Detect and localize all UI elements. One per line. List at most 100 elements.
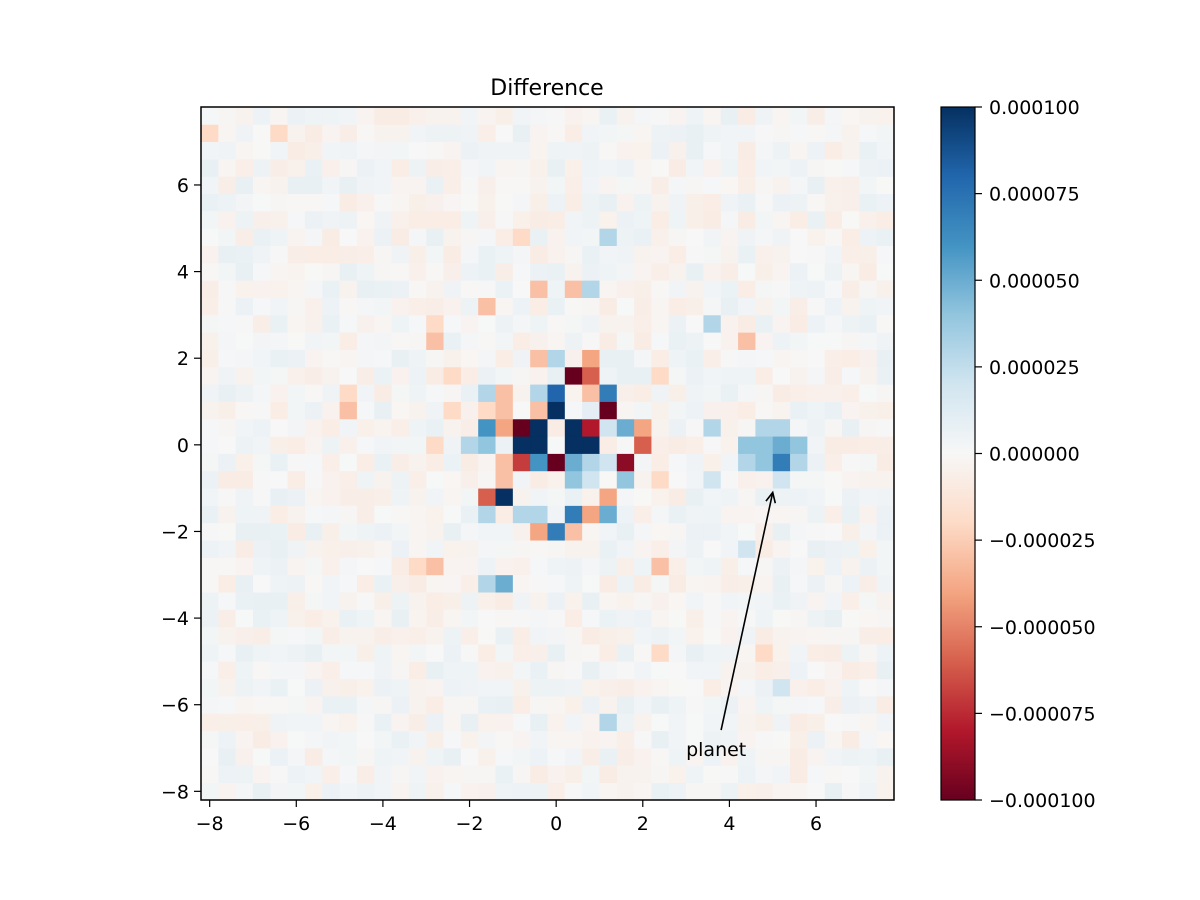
- heatmap-cell: [755, 366, 774, 385]
- heatmap-cell: [686, 626, 704, 645]
- heatmap-cell: [807, 366, 826, 385]
- heatmap-cell: [755, 436, 774, 454]
- heatmap-cell: [755, 470, 774, 489]
- heatmap-cell: [495, 158, 514, 177]
- heatmap-cell: [443, 366, 462, 385]
- heatmap-cell: [460, 418, 479, 437]
- heatmap-cell: [859, 557, 878, 576]
- heatmap-cell: [270, 349, 289, 368]
- heatmap-cell: [634, 574, 652, 593]
- heatmap-cell: [374, 228, 392, 246]
- heatmap-cell: [235, 488, 254, 506]
- heatmap-cell: [755, 592, 774, 610]
- heatmap-cell: [426, 418, 444, 437]
- heatmap-cell: [530, 661, 548, 680]
- heatmap-cell: [582, 782, 600, 801]
- heatmap-cell: [876, 488, 895, 506]
- heatmap-cell: [720, 540, 739, 558]
- heatmap-cell: [356, 713, 375, 732]
- heatmap-cell: [772, 748, 791, 766]
- heatmap-cell: [512, 418, 531, 437]
- heatmap-cell: [443, 730, 462, 749]
- heatmap-cell: [235, 176, 254, 195]
- heatmap-cell: [304, 661, 323, 680]
- heatmap-cell: [738, 107, 756, 125]
- heatmap-cell: [616, 210, 635, 229]
- heatmap-cell: [668, 453, 687, 472]
- heatmap-cell: [651, 314, 670, 333]
- heatmap-cell: [530, 678, 548, 697]
- heatmap-cell: [391, 713, 410, 732]
- heatmap-cell: [252, 488, 271, 506]
- heatmap-cell: [391, 349, 410, 368]
- heatmap-cell: [668, 592, 687, 610]
- heatmap-cell: [460, 713, 479, 732]
- heatmap-cell: [547, 314, 566, 333]
- heatmap-cell: [356, 678, 375, 697]
- heatmap-cell: [842, 141, 860, 160]
- heatmap-cell: [512, 124, 531, 143]
- heatmap-cell: [374, 418, 392, 437]
- heatmap-cell: [270, 297, 289, 316]
- heatmap-cell: [599, 141, 618, 160]
- heatmap-cell: [634, 557, 652, 576]
- heatmap-cell: [564, 782, 583, 801]
- heatmap-cell: [322, 696, 340, 714]
- heatmap-cell: [616, 124, 635, 143]
- heatmap-cell: [530, 107, 548, 125]
- heatmap-cell: [426, 158, 444, 177]
- heatmap-cell: [564, 349, 583, 368]
- heatmap-cell: [530, 297, 548, 316]
- heatmap-cell: [391, 626, 410, 645]
- heatmap-cell: [443, 314, 462, 333]
- heatmap-cell: [287, 782, 306, 801]
- heatmap-cell: [322, 730, 340, 749]
- heatmap-cell: [270, 193, 289, 212]
- heatmap-cell: [686, 505, 704, 524]
- heatmap-cell: [287, 574, 306, 593]
- heatmap-cell: [790, 349, 808, 368]
- heatmap-cell: [270, 158, 289, 177]
- heatmap-cell: [564, 730, 583, 749]
- heatmap-cell: [876, 332, 895, 350]
- heatmap-cell: [270, 574, 289, 593]
- heatmap-cell: [790, 384, 808, 402]
- heatmap-cell: [790, 574, 808, 593]
- heatmap-cell: [201, 210, 219, 229]
- heatmap-cell: [252, 626, 271, 645]
- heatmap-cell: [547, 505, 566, 524]
- heatmap-cell: [252, 349, 271, 368]
- heatmap-cell: [426, 297, 444, 316]
- heatmap-cell: [460, 557, 479, 576]
- heatmap-cell: [201, 228, 219, 246]
- heatmap-cell: [235, 401, 254, 420]
- heatmap-cell: [842, 678, 860, 697]
- heatmap-cell: [755, 349, 774, 368]
- heatmap-cell: [859, 366, 878, 385]
- heatmap-cell: [547, 696, 566, 714]
- heatmap-cell: [547, 332, 566, 350]
- heatmap-cell: [252, 193, 271, 212]
- heatmap-cell: [252, 280, 271, 298]
- heatmap-cell: [807, 418, 826, 437]
- heatmap-cell: [859, 661, 878, 680]
- heatmap-cell: [582, 488, 600, 506]
- heatmap-cell: [703, 158, 722, 177]
- heatmap-cell: [322, 262, 340, 281]
- heatmap-cell: [443, 574, 462, 593]
- heatmap-cell: [703, 453, 722, 472]
- heatmap-cell: [218, 141, 237, 160]
- heatmap-cell: [634, 522, 652, 541]
- heatmap-cell: [218, 453, 237, 472]
- heatmap-cell: [790, 678, 808, 697]
- heatmap-cell: [807, 401, 826, 420]
- heatmap-cell: [720, 592, 739, 610]
- heatmap-cell: [235, 609, 254, 628]
- heatmap-cell: [686, 314, 704, 333]
- x-tick-label: 6: [810, 813, 822, 835]
- heatmap-cell: [564, 644, 583, 662]
- heatmap-cell: [235, 696, 254, 714]
- heatmap-cell: [634, 782, 652, 801]
- heatmap-cell: [824, 696, 843, 714]
- heatmap-cell: [356, 314, 375, 333]
